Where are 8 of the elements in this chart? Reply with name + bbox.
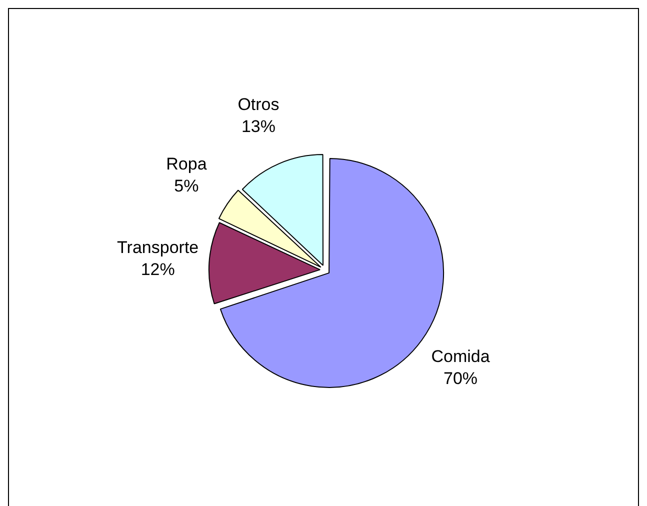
slice-label: Comida [431,347,490,366]
data-label: 70% [443,369,478,388]
data-label: 5% [174,176,199,196]
slice-label: Otros [238,94,280,114]
slice-label: Transporte [117,238,199,258]
data-label: 12% [140,260,175,280]
slice-label: Ropa [166,154,208,174]
data-label: 13% [241,116,276,136]
